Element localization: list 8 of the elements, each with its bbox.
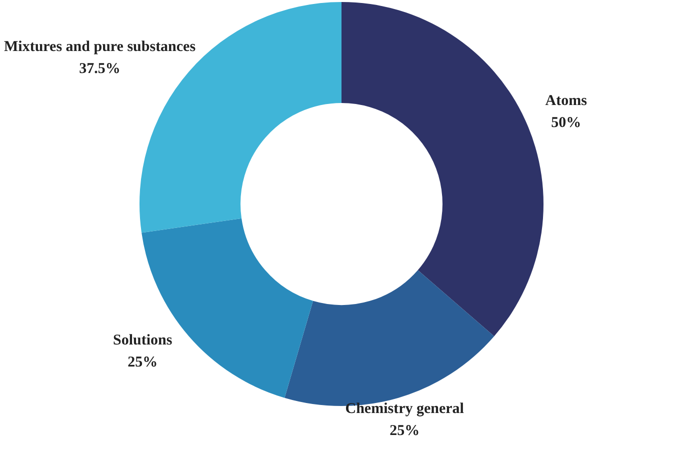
data-label: 50% (551, 114, 582, 131)
slice-label: Mixtures and pure substances (4, 39, 196, 56)
slice-label: Solutions (113, 332, 172, 349)
data-label: 25% (390, 422, 420, 439)
data-label: 37.5% (79, 61, 120, 78)
slice-label: Chemistry general (345, 400, 464, 417)
data-label: 25% (128, 354, 158, 371)
slice-label: Atoms (545, 92, 588, 109)
